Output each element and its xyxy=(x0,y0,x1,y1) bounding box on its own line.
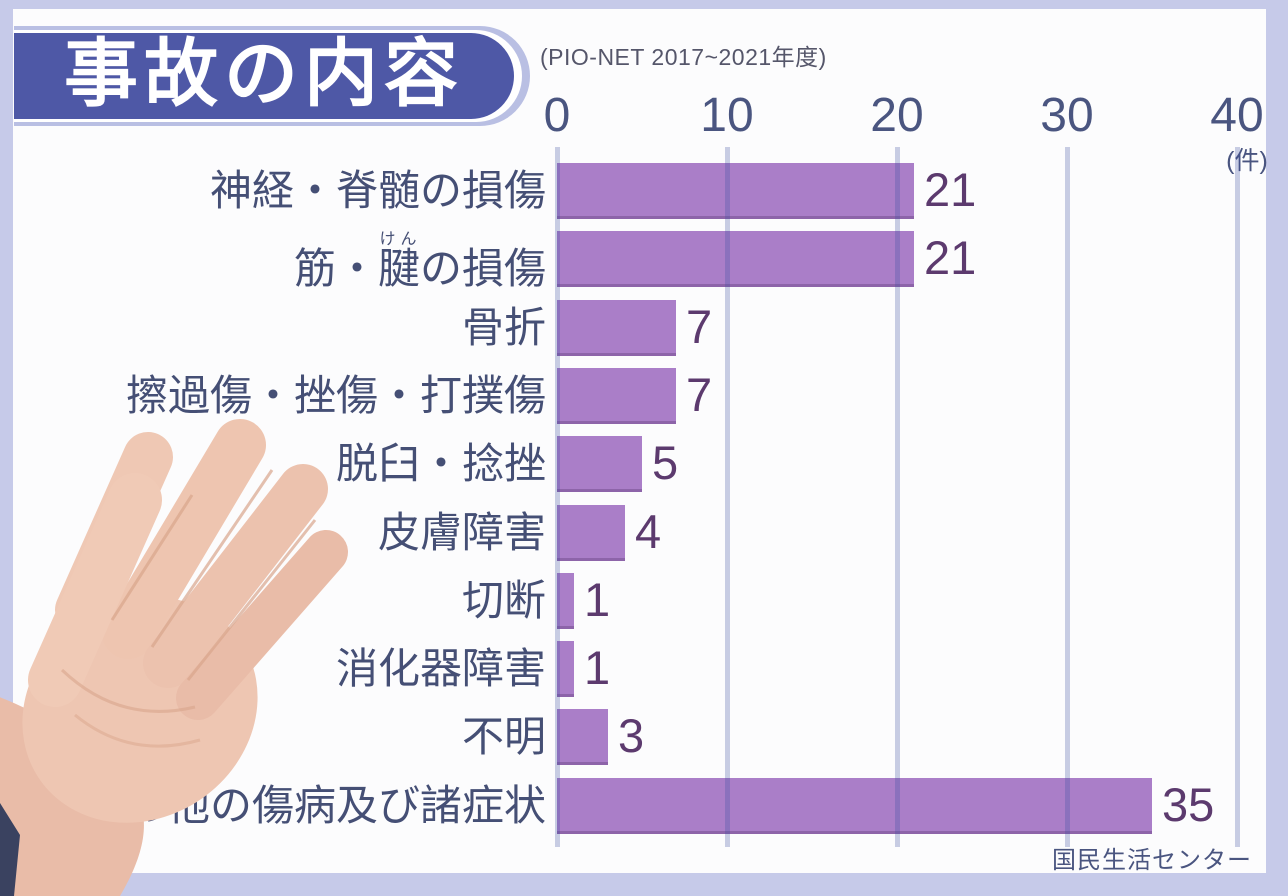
presenter-hand-icon xyxy=(0,419,348,896)
value-label: 5 xyxy=(652,436,679,490)
bar xyxy=(557,777,1152,834)
x-tick-label: 0 xyxy=(543,89,571,142)
data-period-note: (PIO-NET 2017~2021年度) xyxy=(540,44,827,70)
category-label: 皮膚障害 xyxy=(377,508,546,556)
bar xyxy=(557,641,574,698)
gridline-40 xyxy=(1234,147,1240,847)
category-label: 筋・腱けんの損傷 xyxy=(293,231,546,293)
bar xyxy=(557,572,574,629)
bar xyxy=(557,163,914,219)
page-title: 事故の内容 xyxy=(64,32,464,115)
x-tick-label: 20 xyxy=(870,89,924,142)
category-label: 切断 xyxy=(461,576,546,624)
value-label: 4 xyxy=(635,504,662,558)
category-label: 消化器障害 xyxy=(335,645,546,693)
x-tick-label: 30 xyxy=(1040,89,1094,142)
category-label: 不明 xyxy=(461,713,546,761)
value-label: 1 xyxy=(584,572,611,626)
source-credit: 国民生活センター xyxy=(1052,847,1252,874)
chart-row: 骨折 7 xyxy=(0,299,1288,356)
gridline-10 xyxy=(724,147,730,847)
gridline-30 xyxy=(1064,147,1070,847)
x-tick-label: 40 xyxy=(1210,89,1264,142)
category-label: 骨折 xyxy=(461,303,546,351)
category-label: 神経・脊髄の損傷 xyxy=(209,167,546,214)
category-label: 擦過傷・挫傷・打撲傷 xyxy=(125,371,546,419)
bar xyxy=(557,504,625,561)
bar xyxy=(557,709,608,766)
value-label: 1 xyxy=(584,641,611,695)
gridline-0 xyxy=(554,147,560,847)
axis-unit-label: (件) xyxy=(1226,147,1268,175)
value-label: 35 xyxy=(1162,777,1215,831)
title-pill: 事故の内容 xyxy=(14,26,530,126)
value-label: 7 xyxy=(686,367,713,421)
chart-row: 消化器障害 1 xyxy=(0,641,1288,698)
value-label: 3 xyxy=(618,709,645,763)
bar xyxy=(557,436,642,493)
chart-row: 皮膚障害 4 xyxy=(0,504,1288,561)
category-label: 脱臼・捻挫 xyxy=(335,440,546,488)
bar xyxy=(557,299,676,356)
chart-row: その他の傷病及び諸症状 35 xyxy=(0,777,1288,834)
chart-row: 筋・腱けんの損傷 21 xyxy=(0,231,1288,293)
gridline-20 xyxy=(894,147,900,847)
title-pill-gap: 事故の内容 xyxy=(14,30,522,122)
chart-row: 切断 1 xyxy=(0,572,1288,629)
chart-row: 擦過傷・挫傷・打撲傷 7 xyxy=(0,367,1288,424)
chart-row: 神経・脊髄の損傷 21 xyxy=(0,163,1288,219)
value-label: 7 xyxy=(686,299,713,353)
value-label: 21 xyxy=(924,163,977,216)
chart-row: 不明 3 xyxy=(0,709,1288,766)
bar xyxy=(557,367,676,424)
bar xyxy=(557,231,914,288)
title-pill-inner: 事故の内容 xyxy=(14,33,514,119)
value-label: 21 xyxy=(924,231,977,285)
chart-row: 脱臼・捻挫 5 xyxy=(0,436,1288,493)
x-tick-label: 10 xyxy=(700,89,754,142)
